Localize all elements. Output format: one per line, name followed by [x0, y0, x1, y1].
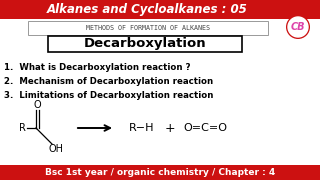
- Circle shape: [288, 17, 308, 37]
- Bar: [0, 0, 320, 19]
- Text: O=C=O: O=C=O: [183, 123, 227, 133]
- Text: CB: CB: [291, 22, 305, 32]
- Text: Decarboxylation: Decarboxylation: [84, 37, 206, 51]
- Bar: [0, 165, 320, 180]
- Text: Bsc 1st year / organic chemistry / Chapter : 4: Bsc 1st year / organic chemistry / Chapt…: [45, 168, 275, 177]
- Circle shape: [286, 15, 310, 39]
- Text: +: +: [165, 122, 175, 134]
- Text: R−H: R−H: [129, 123, 155, 133]
- Text: 1.  What is Decarboxylation reaction ?: 1. What is Decarboxylation reaction ?: [4, 62, 190, 71]
- FancyBboxPatch shape: [48, 36, 242, 52]
- Text: O: O: [33, 100, 41, 110]
- Text: Alkanes and Cycloalkanes : 05: Alkanes and Cycloalkanes : 05: [47, 3, 248, 16]
- FancyBboxPatch shape: [28, 21, 268, 35]
- Text: 3.  Limitations of Decarboxylation reaction: 3. Limitations of Decarboxylation reacti…: [4, 91, 213, 100]
- Text: 2.  Mechanism of Decarboxylation reaction: 2. Mechanism of Decarboxylation reaction: [4, 76, 213, 86]
- Text: METHODS OF FORMATION OF ALKANES: METHODS OF FORMATION OF ALKANES: [86, 25, 210, 31]
- Text: OH: OH: [49, 144, 63, 154]
- Text: R: R: [19, 123, 25, 133]
